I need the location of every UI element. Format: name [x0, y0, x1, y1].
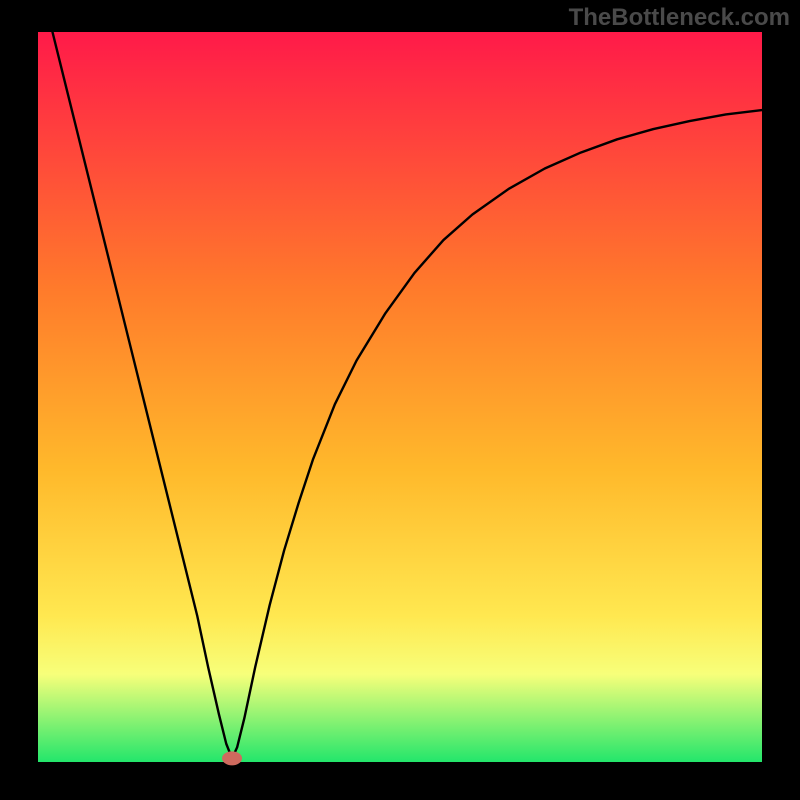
optimum-marker: [222, 751, 242, 765]
chart-overlay-svg: [0, 0, 800, 800]
chart-container: TheBottleneck.com: [0, 0, 800, 800]
watermark-text: TheBottleneck.com: [569, 4, 790, 32]
bottleneck-curve: [52, 32, 762, 758]
